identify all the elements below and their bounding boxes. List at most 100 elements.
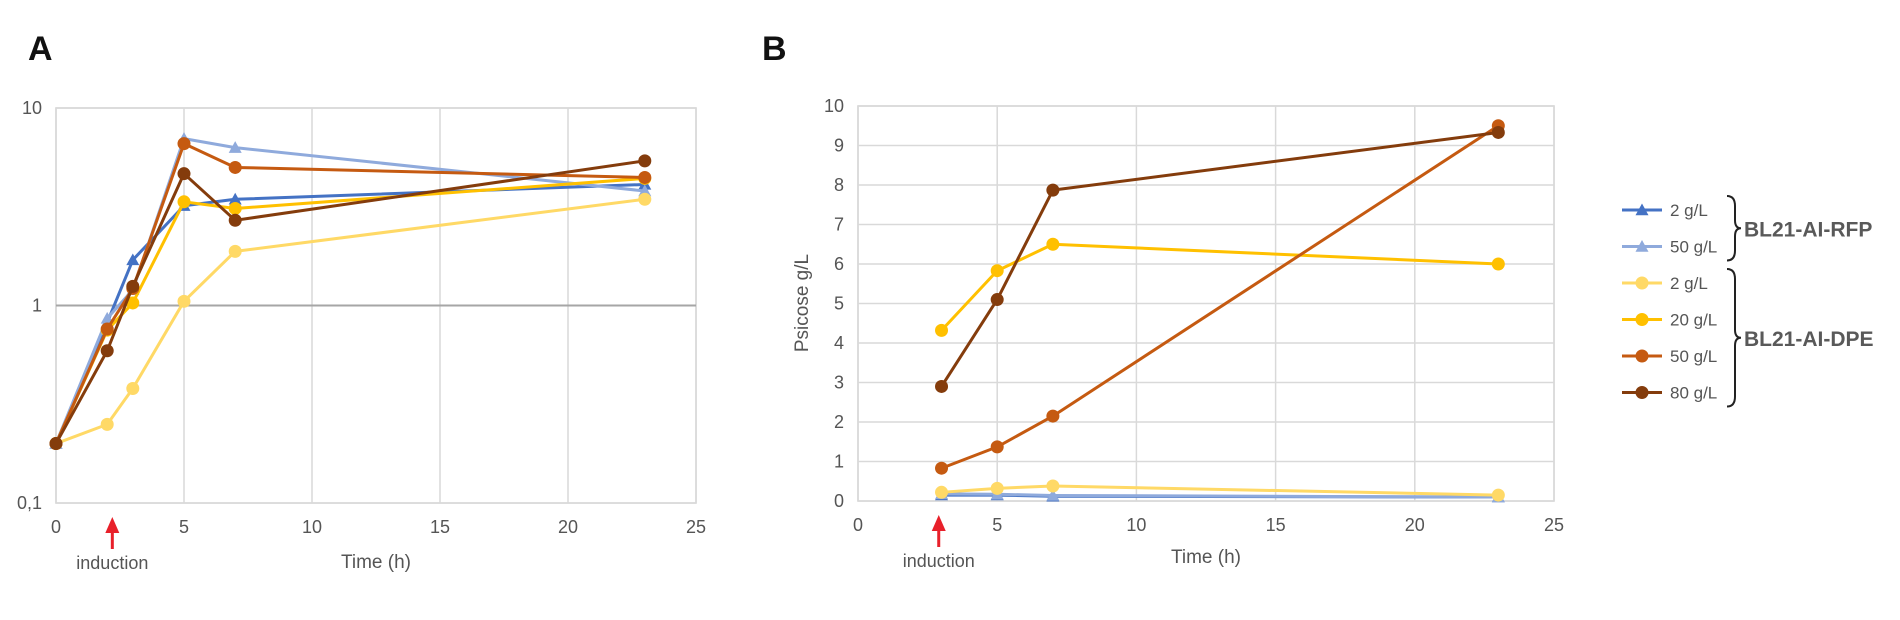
legend-group-brace: [1726, 195, 1742, 262]
data-point: [1491, 125, 1505, 139]
data-point: [177, 195, 191, 209]
data-point: [100, 311, 114, 324]
x-tick-label: 10: [1126, 515, 1146, 535]
data-point: [228, 192, 242, 205]
series-20-g-l-bl21-ai-dpe: [935, 237, 1505, 337]
x-tick-label: 20: [1405, 515, 1425, 535]
data-point: [990, 481, 1004, 495]
x-tick-label: 15: [430, 517, 450, 537]
x-tick-label: 25: [1544, 515, 1564, 535]
induction-arrow-a-head: [105, 517, 120, 533]
induction-arrow-b-head: [931, 515, 946, 531]
y-tick-label: 5: [834, 294, 844, 314]
data-point: [935, 485, 949, 499]
data-point: [990, 440, 1004, 454]
legend-label: 2 g/L: [1670, 201, 1708, 220]
x-tick-label: 0: [853, 515, 863, 535]
data-point: [990, 293, 1004, 307]
legend-group-brace: [1726, 268, 1742, 408]
data-point: [638, 170, 652, 184]
y-tick-label: 9: [834, 136, 844, 156]
data-point: [126, 253, 140, 266]
series-2-g-l-bl21-ai-rfp: [49, 177, 652, 449]
y-tick-label: 10: [824, 96, 844, 116]
data-point: [228, 160, 242, 174]
series-line: [941, 484, 1499, 497]
y-tick-label: 4: [834, 333, 844, 353]
series-line: [55, 197, 645, 445]
series-line: [54, 142, 645, 445]
x-tick-label: 15: [1266, 515, 1286, 535]
data-point: [228, 141, 242, 153]
series-2-g-l-bl21-ai-dpe: [49, 192, 652, 451]
legend-marker: [1635, 276, 1649, 290]
y-tick-label: 7: [834, 215, 844, 235]
legend-group-label: BL21-AI-RFP: [1744, 218, 1872, 241]
legend-item: 50 g/L: [1622, 238, 1717, 257]
series-line: [54, 176, 645, 445]
legend-item: 20 g/L: [1622, 311, 1717, 330]
data-point: [126, 296, 140, 310]
chart-b: 0 5 10 15 20 25 0 1 2 3 4 5 6 7 8 9 10 Time (h) Psicose …: [792, 96, 1564, 571]
data-point: [177, 167, 191, 181]
data-point: [100, 417, 114, 431]
x-tick-label: 25: [686, 517, 706, 537]
legend-item: 80 g/L: [1622, 384, 1717, 403]
chart-a-induction-marker: induction: [76, 517, 148, 573]
legend-label: 2 g/L: [1670, 274, 1708, 293]
legend: 2 g/L 50 g/L 2 g/L 20 g/L 50 g/L 80 g/L BL21-A…: [1622, 195, 1874, 408]
data-point: [638, 192, 652, 206]
data-point: [1046, 488, 1060, 501]
data-point: [1491, 257, 1505, 271]
induction-label-a: induction: [76, 553, 148, 573]
legend-label: 50 g/L: [1670, 238, 1717, 257]
legend-marker: [1635, 313, 1649, 326]
data-point: [228, 244, 242, 258]
data-point: [126, 381, 140, 395]
legend-label: 80 g/L: [1670, 384, 1717, 403]
series-line: [54, 159, 646, 445]
y-tick-label: 10: [22, 98, 42, 118]
series-80-g-l-bl21-ai-dpe: [935, 125, 1505, 393]
x-tick-label: 5: [992, 515, 1002, 535]
chart-a: 0 5 10 15 20 25 0,1 1 10 Time (h) induction: [17, 98, 706, 573]
data-point: [1046, 237, 1060, 251]
chart-a-series: [49, 132, 652, 451]
series-50-g-l-bl21-ai-dpe: [935, 119, 1505, 475]
series-20-g-l-bl21-ai-dpe: [49, 171, 652, 451]
x-tick-label: 20: [558, 517, 578, 537]
y-tick-label: 0: [834, 491, 844, 511]
panel-a-letter: A: [28, 30, 53, 68]
data-point: [935, 461, 949, 475]
series-80-g-l-bl21-ai-dpe: [49, 154, 652, 451]
data-point: [49, 437, 63, 451]
series-2-g-l-bl21-ai-dpe: [935, 479, 1505, 502]
x-tick-label: 5: [179, 517, 189, 537]
series-line: [940, 124, 1500, 470]
data-point: [935, 323, 949, 337]
y-tick-label: 8: [834, 175, 844, 195]
data-point: [1046, 479, 1060, 493]
x-tick-label: 0: [51, 517, 61, 537]
data-point: [100, 344, 114, 358]
data-point: [177, 294, 191, 308]
series-line: [941, 492, 1499, 499]
data-point: [1046, 183, 1060, 197]
legend-marker: [1635, 386, 1649, 399]
y-tick-label: 0,1: [17, 493, 42, 513]
legend-label: 50 g/L: [1670, 347, 1717, 366]
data-point: [1491, 488, 1505, 502]
data-point: [990, 264, 1004, 278]
y-tick-label: 3: [834, 373, 844, 393]
chart-b-induction-marker: induction: [903, 515, 975, 571]
data-point: [228, 213, 242, 227]
induction-label-b: induction: [903, 551, 975, 571]
data-point: [126, 279, 140, 293]
panel-b-letter: B: [762, 30, 787, 68]
legend-item: 2 g/L: [1622, 201, 1708, 220]
legend-marker: [1635, 240, 1649, 252]
legend-item: 50 g/L: [1622, 347, 1717, 366]
legend-marker: [1635, 203, 1649, 216]
legend-marker: [1635, 349, 1649, 363]
chart-b-x-axis-title: Time (h): [1171, 547, 1241, 568]
